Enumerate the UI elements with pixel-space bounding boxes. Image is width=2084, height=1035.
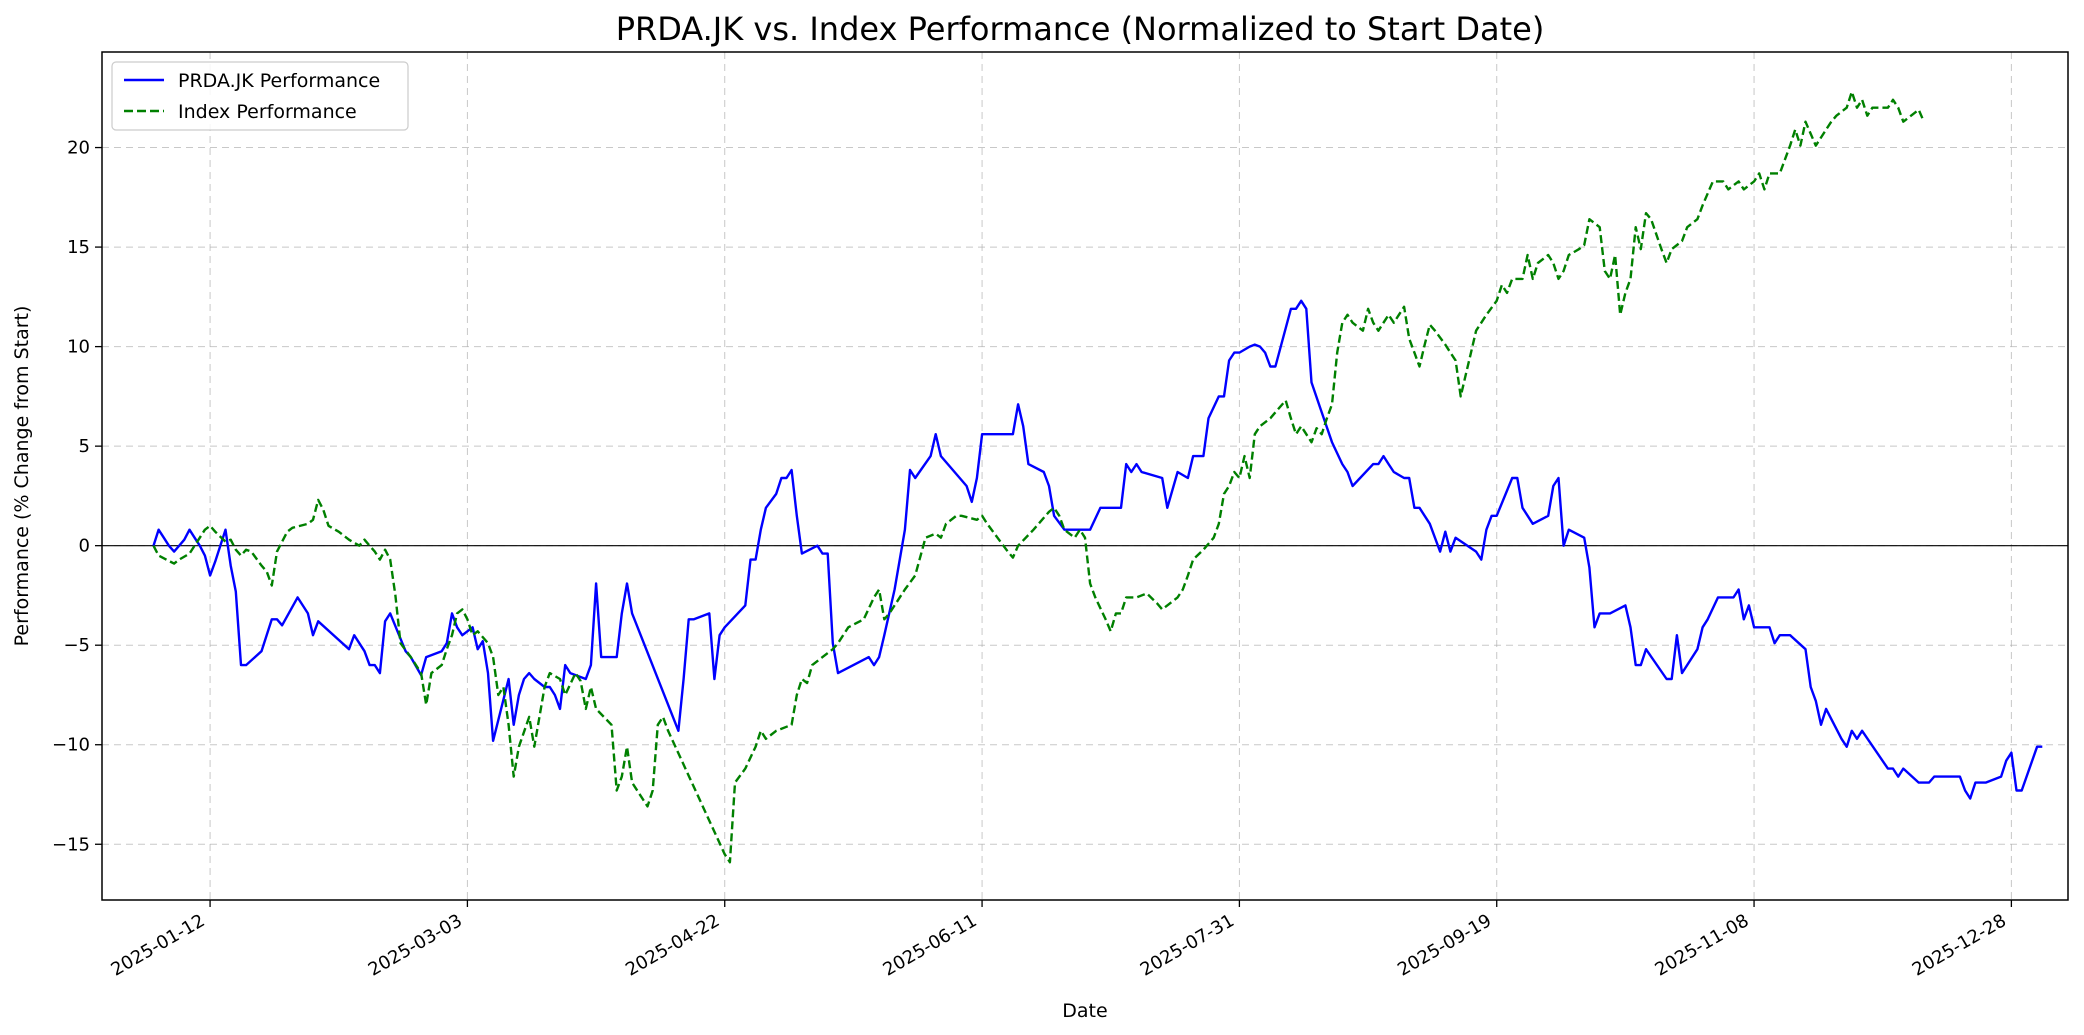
y-axis-label: Performance (% Change from Start) [11, 306, 33, 647]
chart-title: PRDA.JK vs. Index Performance (Normalize… [616, 10, 1545, 48]
y-tick-label: 20 [67, 138, 90, 159]
series-line-prda [152, 299, 2043, 800]
legend-label-prda: PRDA.JK Performance [178, 70, 380, 92]
series-layer [152, 90, 2043, 864]
series-line-index [152, 90, 1926, 864]
y-tick-label: −10 [52, 735, 90, 756]
legend-label-index: Index Performance [178, 101, 357, 123]
y-tick-label: 15 [67, 237, 90, 258]
x-axis-label: Date [1062, 1000, 1107, 1022]
y-tick-label: 5 [79, 436, 90, 457]
y-tick-label: −15 [52, 834, 90, 855]
legend: PRDA.JK Performance Index Performance [111, 61, 409, 131]
plot-frame [101, 51, 2069, 901]
y-tick-label: −5 [63, 635, 90, 656]
y-tick-label: 0 [79, 536, 90, 557]
legend-box [111, 61, 409, 131]
y-tick-label: 10 [67, 337, 90, 358]
